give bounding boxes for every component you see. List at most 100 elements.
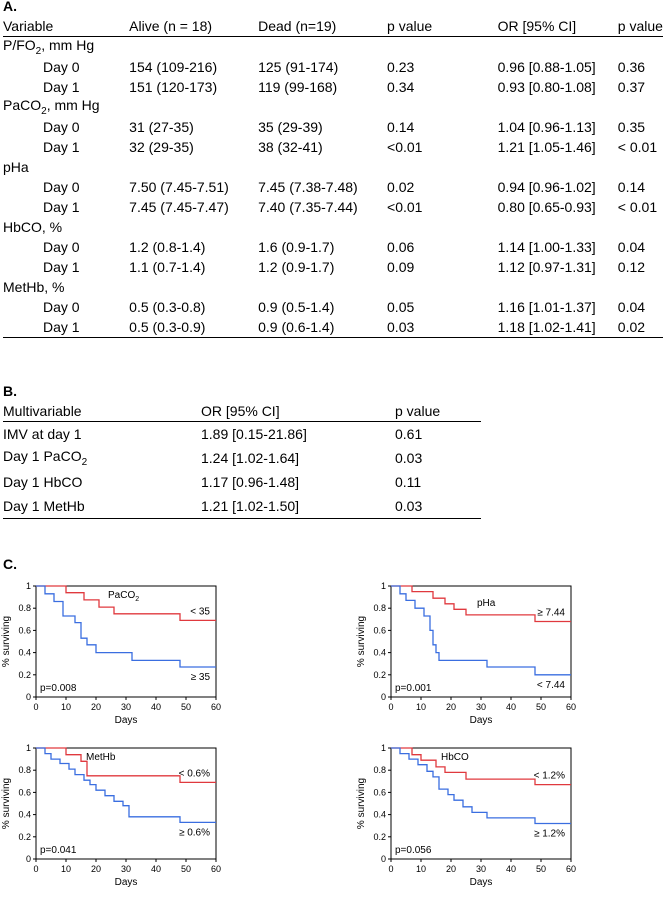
chart-title-subscript: 2 [135,596,139,603]
series-label: ≥ 1.2% [534,828,565,839]
dead-cell: 1.6 (0.9-1.7) [258,239,335,255]
x-tick-label: 20 [446,702,456,712]
alive-cell: 32 (29-35) [129,139,194,155]
dead-cell: 7.45 (7.38-7.48) [258,179,358,195]
alive-cell: 1.1 (0.7-1.4) [129,259,206,275]
p-value-cell: 0.23 [387,59,415,75]
series-label: ≥ 35 [191,672,211,683]
y-tick-label: 0.2 [373,670,386,680]
dead-cell: 38 (32-41) [258,139,323,155]
x-tick-label: 0 [388,864,393,874]
variable-cell: IMV at day 1 [3,422,201,447]
or-p-value-cell: 0.14 [617,179,646,195]
alive-cell: 151 (120-173) [129,79,218,95]
p-value-cell: 0.03 [395,498,423,514]
x-tick-label: 40 [506,702,516,712]
y-tick-label: 0.2 [18,670,31,680]
day-cell: Day 1 [43,199,80,215]
variable-label: HbCO, % [3,219,63,235]
variable-cell: Day 1 PaCO2 [3,446,201,470]
plot-frame [35,747,217,860]
alive-cell: 0.5 (0.3-0.9) [129,319,206,335]
variable-label: MetHb, % [3,279,65,295]
table-row: Day 0 1.2 (0.8-1.4) 1.6 (0.9-1.7) 0.06 1.14 … [3,237,663,257]
variable-cell: Day 1 MetHb [3,494,201,519]
day-cell: Day 0 [43,239,80,255]
section-c-label: C. [3,556,17,572]
p-value-label: p=0.056 [395,845,432,856]
p-value-cell: 0.03 [387,319,415,335]
p-value-cell: 0.34 [387,79,415,95]
column-header: OR [95% CI] [497,16,618,37]
x-tick-label: 40 [151,702,161,712]
survival-curve-blue [391,585,571,676]
alive-cell: 154 (109-216) [129,59,218,75]
column-header: p value [387,16,498,37]
y-tick-label: 0.4 [373,648,386,658]
group-row: MetHb, % [3,277,663,297]
chart-title-text: MetHb [86,752,116,763]
or-cell: 1.21 [1.02-1.50] [201,498,300,514]
y-tick-label: 1 [26,743,31,753]
survival-curve-red [391,747,571,786]
table-row: Day 1 0.5 (0.3-0.9) 0.9 (0.6-1.4) 0.03 1.18 … [3,317,663,338]
y-tick-label: 0.6 [18,625,31,635]
variable-label: P/FO [3,37,36,54]
y-tick-label: 0 [381,854,386,864]
chart-title: MetHb [86,752,116,763]
y-tick-label: 0.8 [373,765,386,775]
or-cell: 1.21 [1.05-1.46] [497,139,596,155]
series-label: < 35 [190,606,210,617]
day-cell: Day 0 [43,299,80,315]
or-p-value-cell: 0.37 [617,79,646,95]
table-row: Day 1 7.45 (7.45-7.47) 7.40 (7.35-7.44) <0.… [3,197,663,217]
km-panel-pha: 0 0.2 0.4 0.6 0.8 1 0 10 20 30 40 50 60 Days% survivi… [355,576,595,736]
x-tick-label: 30 [121,864,131,874]
variable-cell: Day 1 HbCO [3,470,201,494]
p-value-cell: 0.05 [387,299,415,315]
group-row: pHa [3,157,663,177]
table-row: Day 1 HbCO 1.17 [0.96-1.48] 0.11 [3,470,481,494]
alive-cell: 1.2 (0.8-1.4) [129,239,206,255]
group-row: PaCO2, mm Hg [3,97,663,117]
chart-title: PaCO2 [108,590,139,603]
or-cell: 1.89 [0.15-21.86] [201,426,307,442]
alive-cell: 7.45 (7.45-7.47) [129,199,229,215]
x-tick-label: 0 [33,702,38,712]
km-panel-paco2: 0 0.2 0.4 0.6 0.8 1 0 10 20 30 40 50 60 Days% survivi… [0,576,240,736]
subscript: 2 [81,456,88,468]
km-panel-hbco: 0 0.2 0.4 0.6 0.8 1 0 10 20 30 40 50 60 Days% survivi… [355,738,595,903]
y-axis-label: % surviving [1,778,12,829]
y-axis-label: % surviving [356,778,367,829]
x-axis-label: Days [115,715,138,726]
y-tick-label: 0.4 [373,810,386,820]
survival-curve-blue [36,747,216,824]
y-tick-label: 0.4 [18,648,31,658]
group-row: HbCO, % [3,217,663,237]
table-row: Day 1 151 (120-173) 119 (99-168) 0.34 0.93 [… [3,77,663,97]
variable-label: pHa [3,159,29,175]
variable-label: Day 1 PaCO [3,448,82,465]
table-row: Day 0 154 (109-216) 125 (91-174) 0.23 0.96 [… [3,57,663,77]
or-p-value-cell: 0.04 [617,299,646,315]
dead-cell: 7.40 (7.35-7.44) [258,199,358,215]
table-row: Day 1 MetHb 1.21 [1.02-1.50] 0.03 [3,494,481,519]
or-cell: 1.14 [1.00-1.33] [497,239,596,255]
y-tick-label: 0.4 [18,810,31,820]
y-tick-label: 0.6 [373,787,386,797]
variable-name: pHa [3,157,663,177]
chart-title-text: PaCO [108,590,135,601]
p-value-label: p=0.001 [395,683,432,694]
or-cell: 1.24 [1.02-1.64] [201,450,300,466]
x-tick-label: 20 [91,864,101,874]
y-tick-label: 0.6 [373,625,386,635]
or-cell: 0.96 [0.88-1.05] [497,59,596,75]
p-value-cell: <0.01 [387,199,423,215]
y-axis-label: % surviving [1,616,12,667]
subscript: 2 [35,45,42,57]
x-tick-label: 20 [91,702,101,712]
section-a-label: A. [3,0,17,14]
